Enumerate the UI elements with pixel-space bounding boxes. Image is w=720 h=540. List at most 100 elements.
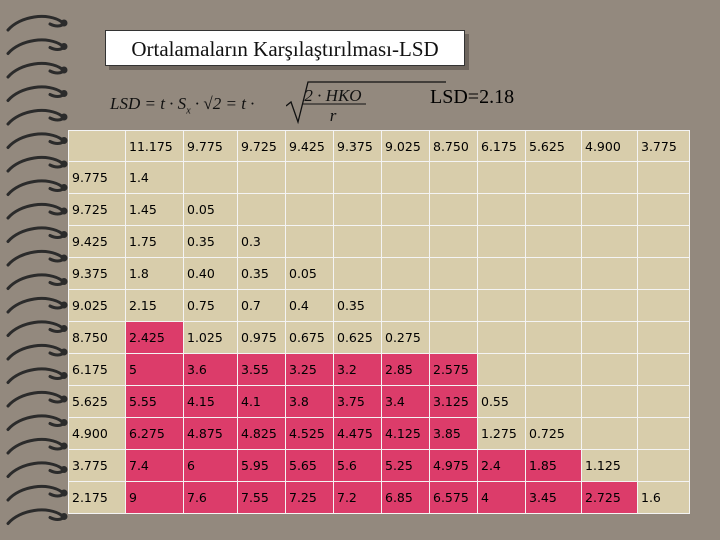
empty-cell	[581, 385, 638, 418]
formula-numerator: 2 · HKO	[304, 86, 362, 105]
table-cell: 7.2	[333, 481, 382, 514]
empty-cell	[581, 353, 638, 386]
lsd-formula: LSD = t · Sx · √2 = t · 2 · HKO r	[110, 80, 446, 128]
table-header-row: 11.175 9.775 9.725 9.425 9.375 9.025 8.750 6.17…	[68, 130, 690, 162]
empty-cell	[637, 385, 690, 418]
table-cell: 0.75	[183, 289, 238, 322]
column-header: 9.425	[285, 130, 334, 162]
spiral-ring	[6, 108, 65, 126]
table-cell: 5.6	[333, 449, 382, 482]
spiral-ring	[6, 202, 65, 220]
table-cell: 0.625	[333, 321, 382, 354]
empty-cell	[429, 193, 478, 226]
spiral-hole	[60, 278, 68, 285]
empty-cell	[581, 257, 638, 290]
lsd-comparison-table: 11.175 9.775 9.725 9.425 9.375 9.025 8.750 6.17…	[68, 130, 690, 514]
spiral-hole	[60, 419, 68, 426]
empty-cell	[477, 225, 526, 258]
table-cell: 0.675	[285, 321, 334, 354]
spiral-hole	[60, 348, 68, 356]
table-cell: 4.1	[237, 385, 286, 418]
empty-cell	[429, 321, 478, 354]
empty-cell	[525, 193, 582, 226]
empty-cell	[525, 289, 582, 322]
table-row: 4.900 6.275 4.875 4.825 4.525 4.475 4.125 3.85 1…	[68, 417, 690, 450]
spiral-ring	[6, 508, 65, 525]
empty-cell	[477, 289, 526, 322]
table-cell: 3.75	[333, 385, 382, 418]
table-cell: 3.8	[285, 385, 334, 418]
empty-cell	[237, 161, 286, 194]
spiral-ring	[6, 249, 65, 267]
table-row: 9.025 2.15 0.75 0.7 0.4 0.35	[68, 289, 690, 322]
empty-cell	[637, 321, 690, 354]
column-header: 9.775	[183, 130, 238, 162]
table-cell: 1.275	[477, 417, 526, 450]
spiral-ring	[6, 132, 65, 149]
table-cell: 3.4	[381, 385, 430, 418]
empty-cell	[333, 161, 382, 194]
spiral-ring	[6, 390, 65, 408]
slide-title: Ortalamaların Karşılaştırılması-LSD	[105, 30, 465, 66]
empty-cell	[333, 225, 382, 258]
spiral-hole	[60, 90, 68, 97]
empty-cell	[381, 257, 430, 290]
empty-cell	[429, 225, 478, 258]
table-cell: 1.85	[525, 449, 582, 482]
spiral-ring	[6, 414, 65, 431]
table-cell: 1.4	[125, 161, 184, 194]
spiral-hole	[60, 395, 68, 403]
empty-cell	[581, 289, 638, 322]
empty-cell	[381, 193, 430, 226]
column-header: 6.175	[477, 130, 526, 162]
table-cell: 3.2	[333, 353, 382, 386]
table-cell: 0.40	[183, 257, 238, 290]
table-row: 5.625 5.55 4.15 4.1 3.8 3.75 3.4 3.125 0.55	[68, 385, 690, 418]
empty-cell	[525, 321, 582, 354]
empty-cell	[477, 257, 526, 290]
row-header: 4.900	[68, 417, 126, 450]
table-cell: 5.55	[125, 385, 184, 418]
table-cell: 1.125	[581, 449, 638, 482]
column-header: 5.625	[525, 130, 582, 162]
row-header: 5.625	[68, 385, 126, 418]
column-header: 9.725	[237, 130, 286, 162]
empty-cell	[285, 193, 334, 226]
table-cell: 2.575	[429, 353, 478, 386]
spiral-ring	[6, 226, 65, 243]
empty-cell	[637, 225, 690, 258]
table-cell: 2.15	[125, 289, 184, 322]
empty-cell	[581, 225, 638, 258]
table-cell: 4.15	[183, 385, 238, 418]
row-header: 9.375	[68, 257, 126, 290]
empty-cell	[525, 225, 582, 258]
table-cell: 4.525	[285, 417, 334, 450]
spiral-ring	[6, 85, 65, 102]
empty-cell	[637, 193, 690, 226]
column-header: 3.775	[637, 130, 690, 162]
empty-cell	[581, 161, 638, 194]
spiral-ring	[6, 61, 65, 79]
spiral-hole	[60, 231, 68, 238]
table-row: 8.750 2.425 1.025 0.975 0.675 0.625 0.275	[68, 321, 690, 354]
table-cell: 7.6	[183, 481, 238, 514]
table-cell: 5.65	[285, 449, 334, 482]
table-cell: 3.85	[429, 417, 478, 450]
empty-cell	[477, 161, 526, 194]
formula-denominator: r	[329, 106, 337, 125]
empty-cell	[429, 257, 478, 290]
spiral-hole	[60, 442, 68, 450]
empty-cell	[285, 161, 334, 194]
table-cell: 4	[477, 481, 526, 514]
table-row: 9.775 1.4	[68, 161, 690, 194]
table-cell: 3.25	[285, 353, 334, 386]
table-cell: 4.125	[381, 417, 430, 450]
spiral-ring	[6, 343, 65, 361]
table-cell: 0.55	[477, 385, 526, 418]
table-cell: 1.45	[125, 193, 184, 226]
empty-cell	[333, 257, 382, 290]
table-cell: 4.875	[183, 417, 238, 450]
empty-cell	[637, 417, 690, 450]
table-cell: 7.55	[237, 481, 286, 514]
empty-cell	[525, 353, 582, 386]
